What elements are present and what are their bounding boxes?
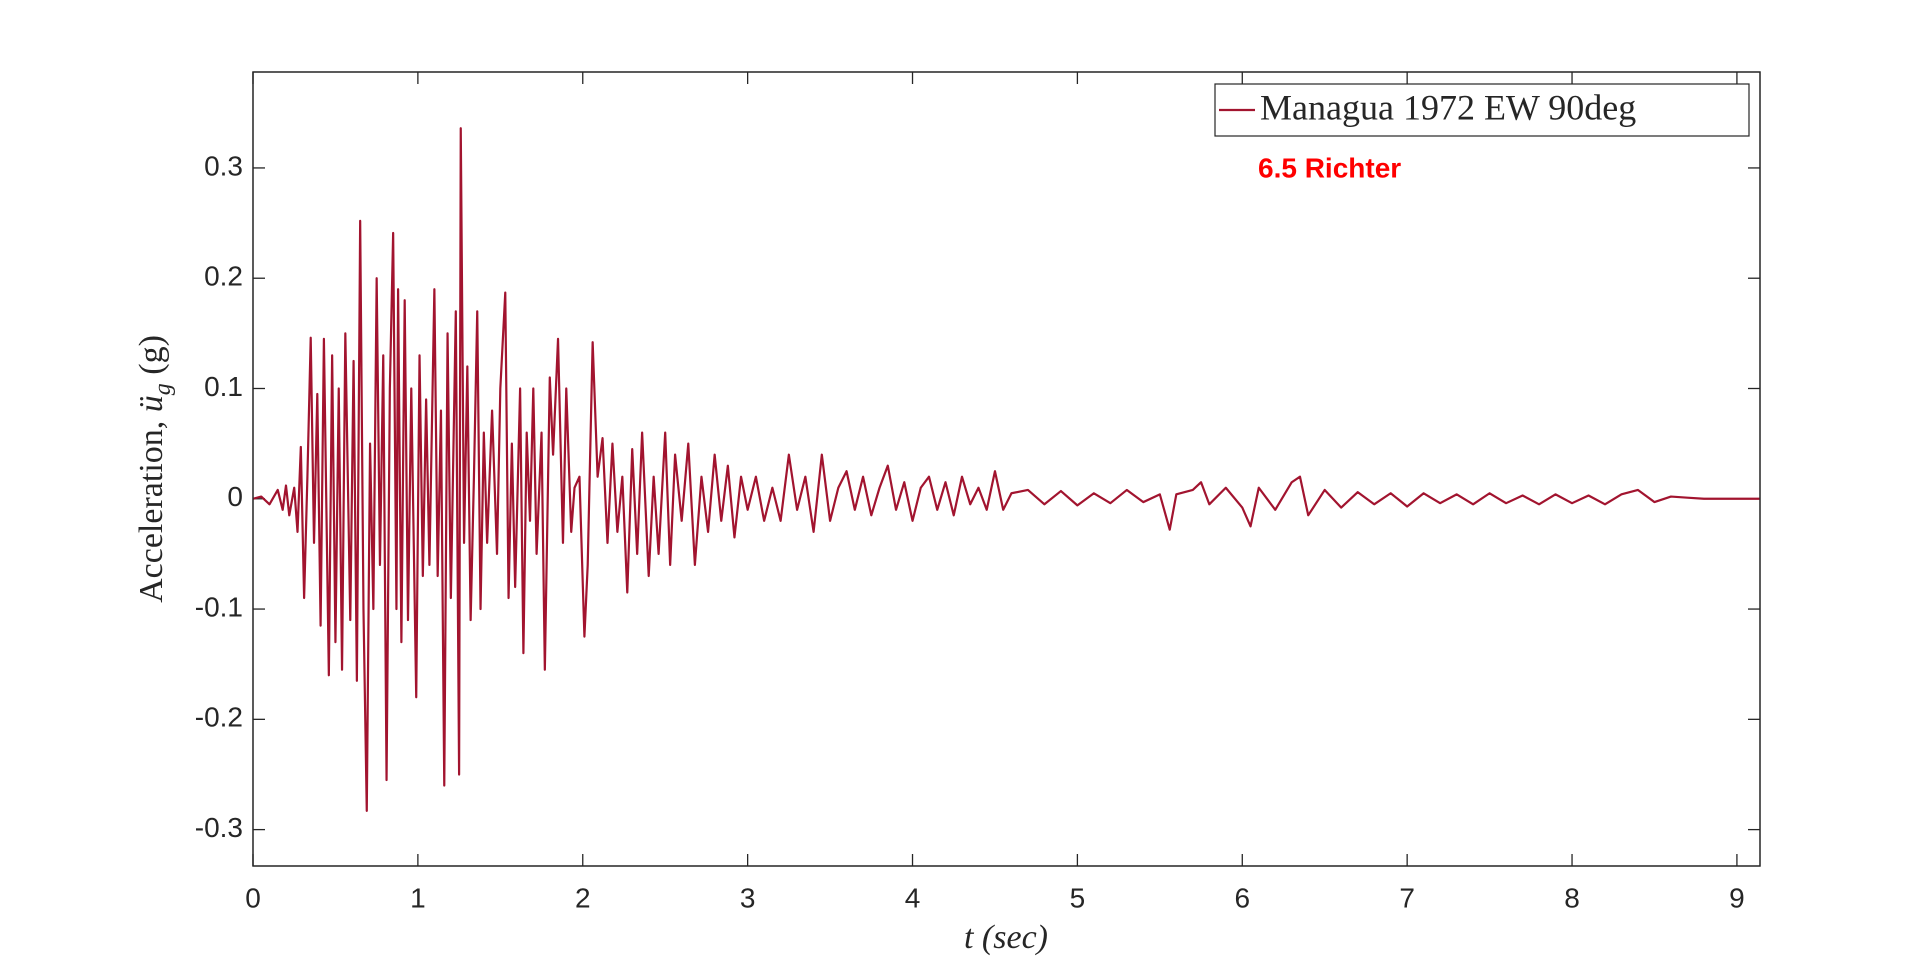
y-label-symbol: ü (133, 395, 170, 412)
x-tick-label: 6 (1234, 882, 1250, 913)
x-tick-label: 5 (1070, 882, 1086, 913)
y-axis-label: Acceleration, üg (g) (133, 335, 176, 603)
y-tick-label: 0 (227, 481, 243, 512)
x-tick-label: 4 (905, 882, 921, 913)
y-label-subscript: g (150, 383, 176, 395)
plot-frame (252, 71, 1761, 867)
legend-label: Managua 1972 EW 90deg (1260, 87, 1636, 127)
x-tick-label: 7 (1399, 882, 1415, 913)
annotation: 6.5 Richter (1258, 152, 1401, 183)
y-tick-label: -0.2 (195, 702, 243, 733)
x-tick-label: 0 (245, 882, 261, 913)
plot-area (252, 71, 1761, 867)
x-tick-label: 8 (1564, 882, 1580, 913)
data-line (252, 127, 1760, 812)
x-tick-label: 2 (575, 882, 591, 913)
y-tick-label: 0.2 (204, 261, 243, 292)
legend-box (1214, 83, 1750, 137)
y-label-unit: (g) (133, 335, 170, 383)
x-axis-label: t (sec) (964, 919, 1048, 956)
y-tick-label: -0.1 (195, 591, 243, 622)
y-tick-label: 0.3 (204, 150, 243, 181)
x-tick-label: 1 (410, 882, 426, 913)
y-label-text: Acceleration, (133, 412, 170, 603)
x-tick-label: 3 (740, 882, 756, 913)
y-tick-label: 0.1 (204, 371, 243, 402)
y-tick-label: -0.3 (195, 812, 243, 843)
x-tick-label: 9 (1729, 882, 1745, 913)
